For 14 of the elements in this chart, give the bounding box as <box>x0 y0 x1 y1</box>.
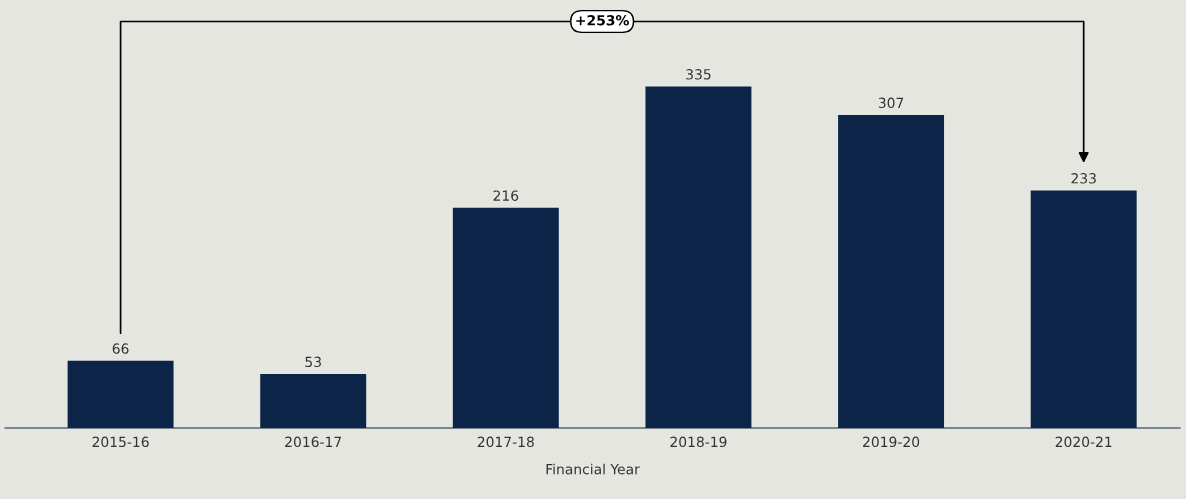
x-tick-label: 2017-18 <box>477 436 534 448</box>
x-tick-label: 2020-21 <box>1055 436 1112 448</box>
x-tick-label: 2015-16 <box>92 436 149 448</box>
x-axis-title: Financial Year <box>546 463 640 475</box>
data-label: 53 <box>305 356 321 368</box>
text: +253% <box>576 15 629 26</box>
data-label: 66 <box>112 343 129 354</box>
data-label: 216 <box>493 190 519 201</box>
x-tick-label: 2018-19 <box>670 436 727 448</box>
x-tick-label: 2016-17 <box>285 436 342 448</box>
data-label: 307 <box>878 97 904 109</box>
x-tick-label: 2019-20 <box>863 436 920 448</box>
data-label: 335 <box>686 69 711 80</box>
data-label: 233 <box>1071 173 1096 184</box>
